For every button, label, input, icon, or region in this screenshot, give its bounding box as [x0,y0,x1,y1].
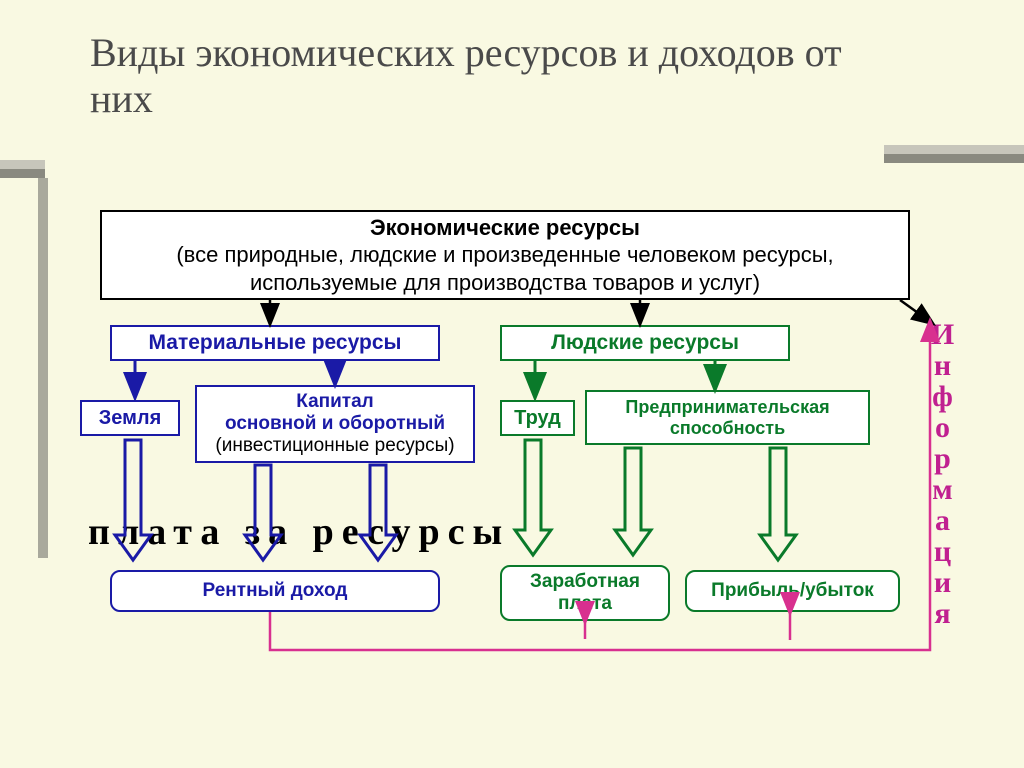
decoration-vertical-bar [38,178,48,558]
box-rent-income: Рентный доход [110,570,440,612]
box-material-resources: Материальные ресурсы [110,325,440,361]
root-subtitle: (все природные, людские и произведенные … [106,241,904,296]
slide-title-area: Виды экономических ресурсов и доходов от… [90,30,870,122]
capital-line2: основной и оборотный [225,413,445,435]
decoration-right-bar [884,145,1024,163]
labor-label: Труд [514,407,561,430]
wage-line1: Заработная [530,571,640,593]
box-economic-resources: Экономические ресурсы (все природные, лю… [100,210,910,300]
box-human-resources: Людские ресурсы [500,325,790,361]
box-entrepreneur: Предпринимательская способность [585,390,870,445]
box-wage: Заработная плата [500,565,670,621]
box-capital: Капитал основной и оборотный (инвестицио… [195,385,475,463]
decoration-left-bar [0,160,45,178]
wage-line2: плата [558,593,612,615]
capital-title: Капитал [296,391,374,413]
box-labor: Труд [500,400,575,436]
information-vertical-label: Информация [925,318,959,618]
profit-label: Прибыль/убыток [711,580,874,602]
human-label: Людские ресурсы [551,331,739,355]
rent-label: Рентный доход [203,580,348,602]
slide-title: Виды экономических ресурсов и доходов от… [90,30,870,122]
root-title: Экономические ресурсы [370,214,640,242]
material-label: Материальные ресурсы [149,331,402,355]
payment-for-resources-label: плата за ресурсы [88,510,510,554]
diagram-container: Экономические ресурсы (все природные, лю… [70,210,970,740]
box-profit-loss: Прибыль/убыток [685,570,900,612]
entrepreneur-line2: способность [670,418,785,439]
land-label: Земля [99,407,162,430]
box-land: Земля [80,400,180,436]
capital-line3: (инвестиционные ресурсы) [215,435,454,457]
entrepreneur-line1: Предпринимательская [625,397,829,418]
